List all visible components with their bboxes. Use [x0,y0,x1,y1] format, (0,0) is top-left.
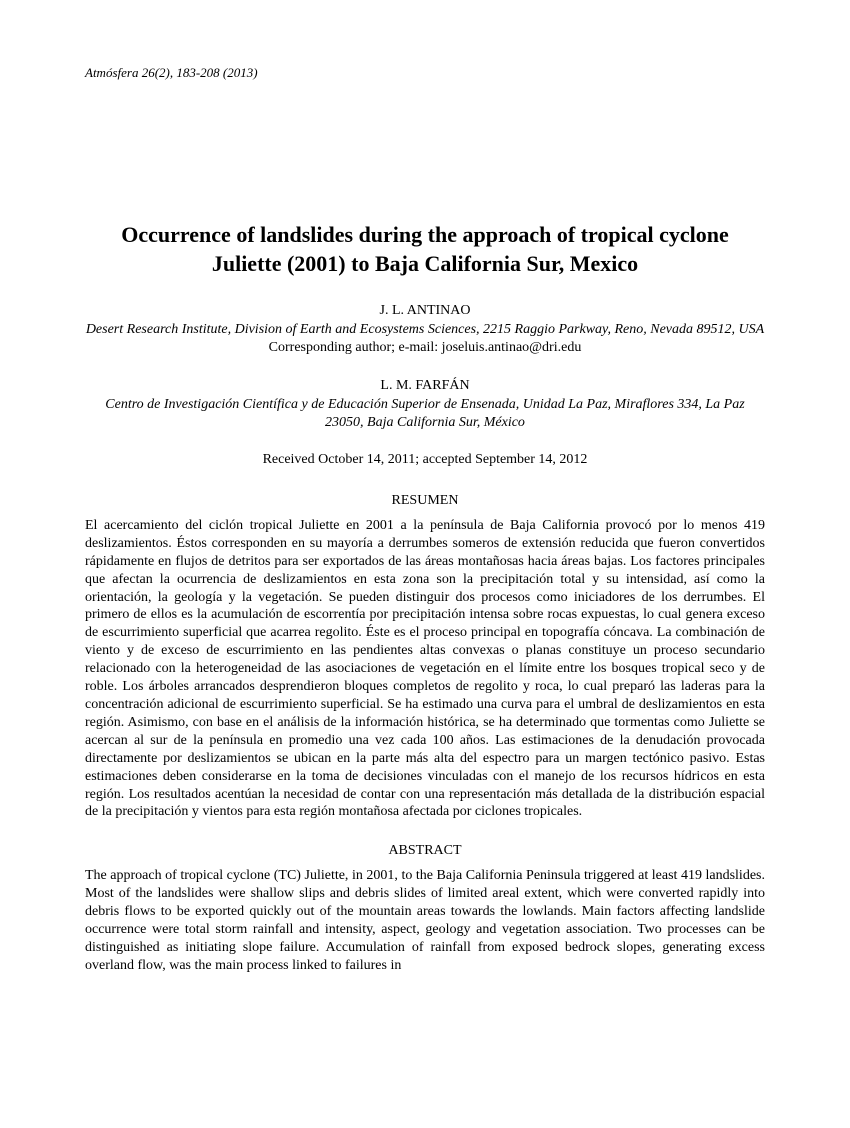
author-block-2: L. M. FARFÁN Centro de Investigación Cie… [85,378,765,432]
submission-dates: Received October 14, 2011; accepted Sept… [85,452,765,468]
author-block-1: J. L. ANTINAO Desert Research Institute,… [85,303,765,357]
author-affiliation: Centro de Investigación Científica y de … [85,396,765,432]
abstract-heading: ABSTRACT [85,843,765,859]
journal-reference: Atmósfera 26(2), 183-208 (2013) [85,65,765,81]
abstract-text: The approach of tropical cyclone (TC) Ju… [85,867,765,974]
author-affiliation: Desert Research Institute, Division of E… [85,321,765,339]
resumen-heading: RESUMEN [85,493,765,509]
author-name: J. L. ANTINAO [85,303,765,319]
corresponding-author: Corresponding author; e-mail: joseluis.a… [85,339,765,357]
resumen-text: El acercamiento del ciclón tropical Juli… [85,517,765,821]
paper-title: Occurrence of landslides during the appr… [85,221,765,278]
author-name: L. M. FARFÁN [85,378,765,394]
